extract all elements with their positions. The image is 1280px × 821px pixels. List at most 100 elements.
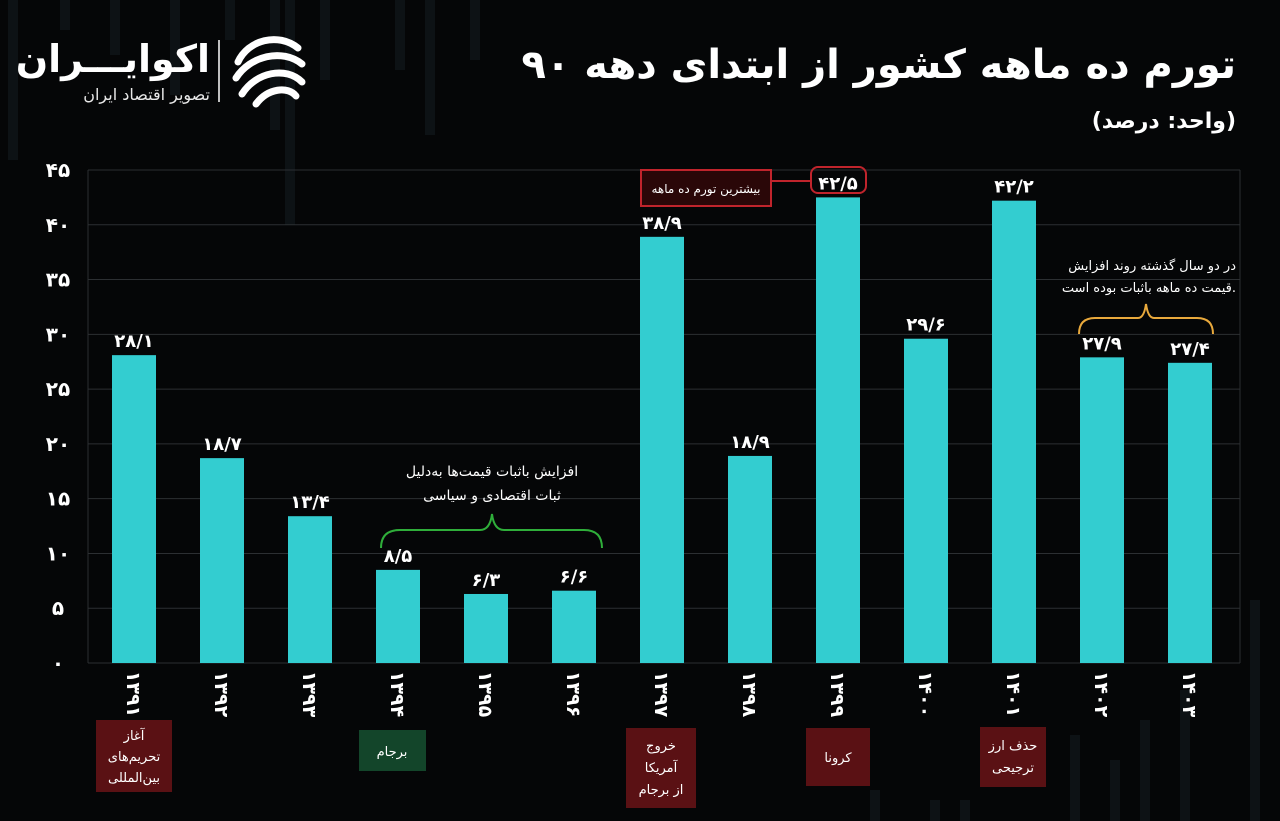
event-text: حذف ارز (988, 739, 1038, 754)
decor-candle (60, 0, 70, 30)
bar (992, 200, 1036, 664)
value-label: ۲۷/۹ (1082, 333, 1122, 354)
background-decoration (8, 0, 1260, 821)
x-tick-label: ۱۴۰۰ (914, 671, 936, 717)
value-label: ۶/۳ (472, 570, 501, 591)
max-label-box (640, 169, 772, 207)
event-text: برجام (377, 745, 408, 760)
bar (112, 355, 156, 663)
decor-candle (110, 0, 120, 55)
decor-candle (470, 0, 480, 60)
max-label: بیشترین تورم ده ماهه (651, 182, 760, 197)
decor-candle (870, 790, 880, 821)
event-text: آمریکا (645, 759, 679, 776)
bar (200, 458, 244, 663)
event-box (626, 728, 696, 808)
decor-candle (270, 0, 280, 130)
event-box (96, 720, 172, 792)
bar (904, 338, 948, 663)
event-corona: کرونا (806, 728, 870, 786)
event-box (980, 727, 1046, 787)
y-tick-label: ۴۰ (46, 213, 70, 237)
x-tick-label: ۱۳۹۳ (298, 671, 320, 718)
decor-candle (170, 0, 180, 95)
value-label: ۶/۶ (560, 567, 589, 588)
bar (552, 590, 596, 663)
decor-candle (1250, 600, 1260, 821)
logo-tagline: تصویر اقتصاد ایران (83, 85, 210, 105)
bar (464, 593, 508, 663)
bar (288, 516, 332, 663)
x-tick-label: ۱۴۰۱ (1002, 671, 1024, 717)
y-tick-label: ۱۰ (46, 541, 70, 565)
logo-name: اکوایـــران (16, 37, 210, 81)
event-text: بین‌المللی (108, 771, 160, 786)
x-tick-label: ۱۳۹۲ (210, 671, 232, 718)
event-text: خروج (646, 739, 676, 754)
event-box (806, 728, 870, 786)
decor-candle (960, 800, 970, 821)
decor-candle (1070, 735, 1080, 821)
event-text: از برجام (639, 783, 684, 798)
y-tick-label: ۲۰ (46, 432, 70, 456)
event-box (359, 730, 426, 771)
y-axis-ticks: ۰ ۵ ۱۰ ۱۵ ۲۰ ۲۵ ۳۰ ۳۵ ۴۰ ۴۵ (46, 158, 70, 675)
y-tick-label: ۴۵ (46, 158, 70, 182)
decor-candle (320, 0, 330, 80)
y-tick-label: ۱۵ (46, 487, 70, 511)
green-note-line-1: افزایش باثبات قیمت‌ها به‌دلیل (406, 464, 578, 480)
bars (112, 197, 1212, 664)
event-sanctions: آغاز تحریم‌های بین‌المللی (96, 720, 172, 792)
orange-note-line-1: در دو سال گذشته روند افزایش (1068, 258, 1236, 274)
decor-candle (285, 0, 295, 225)
x-tick-label: ۱۳۹۶ (562, 671, 584, 717)
decor-candle (395, 0, 405, 70)
bar (640, 236, 684, 663)
value-label: ۳۸/۹ (642, 213, 682, 234)
logo: اکوایـــران تصویر اقتصاد ایران (16, 36, 306, 108)
orange-note-line-2: قیمت ده ماهه باثبات بوده است. (1062, 281, 1236, 296)
event-subsidy-removal: حذف ارز ترجیحی (980, 727, 1046, 787)
green-note-line-2: ثبات اقتصادی و سیاسی (423, 488, 561, 504)
x-tick-label: ۱۳۹۱ (122, 671, 144, 717)
value-labels: ۲۸/۱ ۱۸/۷ ۱۳/۴ ۸/۵ ۶/۳ ۶/۶ ۳۸/۹ ۱۸/۹ ۴۲/۵ ۲۹/۶ ۴۲/… (114, 173, 1210, 591)
bar (728, 455, 772, 663)
green-brace (380, 513, 603, 549)
y-tick-label: ۲۵ (46, 377, 70, 401)
x-tick-label: ۱۴۰۳ (1178, 671, 1200, 718)
decor-candle (930, 800, 940, 821)
bar (376, 569, 420, 663)
decor-candle (1140, 720, 1150, 821)
unit-label: (واحد: درصد) (1092, 109, 1236, 134)
event-text: آغاز (123, 727, 146, 744)
event-jcpoa: برجام (359, 730, 426, 771)
value-label: ۲۸/۱ (114, 331, 154, 352)
orange-brace (1078, 303, 1214, 335)
y-tick-label: ۵ (52, 596, 64, 620)
y-tick-label: ۳۰ (46, 322, 70, 346)
x-tick-label: ۱۴۰۲ (1090, 671, 1112, 718)
value-label: ۴۲/۲ (994, 177, 1034, 198)
decor-candle (1180, 690, 1190, 821)
x-tick-label: ۱۳۹۷ (650, 671, 672, 718)
y-tick-label: ۳۵ (46, 268, 70, 292)
event-us-withdrawal: خروج آمریکا از برجام (626, 728, 696, 808)
event-text: تحریم‌های (108, 750, 161, 765)
value-label: ۱۸/۷ (202, 434, 242, 455)
value-label: ۲۷/۴ (1170, 339, 1210, 360)
value-label: ۸/۵ (384, 546, 413, 567)
bar (1168, 362, 1212, 663)
event-text: ترجیحی (992, 761, 1034, 776)
decor-candle (1110, 760, 1120, 821)
decor-candle (425, 0, 435, 135)
y-tick-label: ۰ (52, 651, 64, 675)
bar (1080, 357, 1124, 663)
value-label: ۴۲/۵ (818, 173, 858, 194)
x-tick-label: ۱۳۹۵ (474, 671, 496, 718)
decor-candle (225, 0, 235, 40)
x-tick-label: ۱۳۹۸ (738, 671, 760, 718)
x-tick-label: ۱۳۹۴ (386, 671, 408, 717)
x-tick-label: ۱۳۹۹ (826, 671, 848, 718)
value-label: ۱۸/۹ (730, 432, 770, 453)
